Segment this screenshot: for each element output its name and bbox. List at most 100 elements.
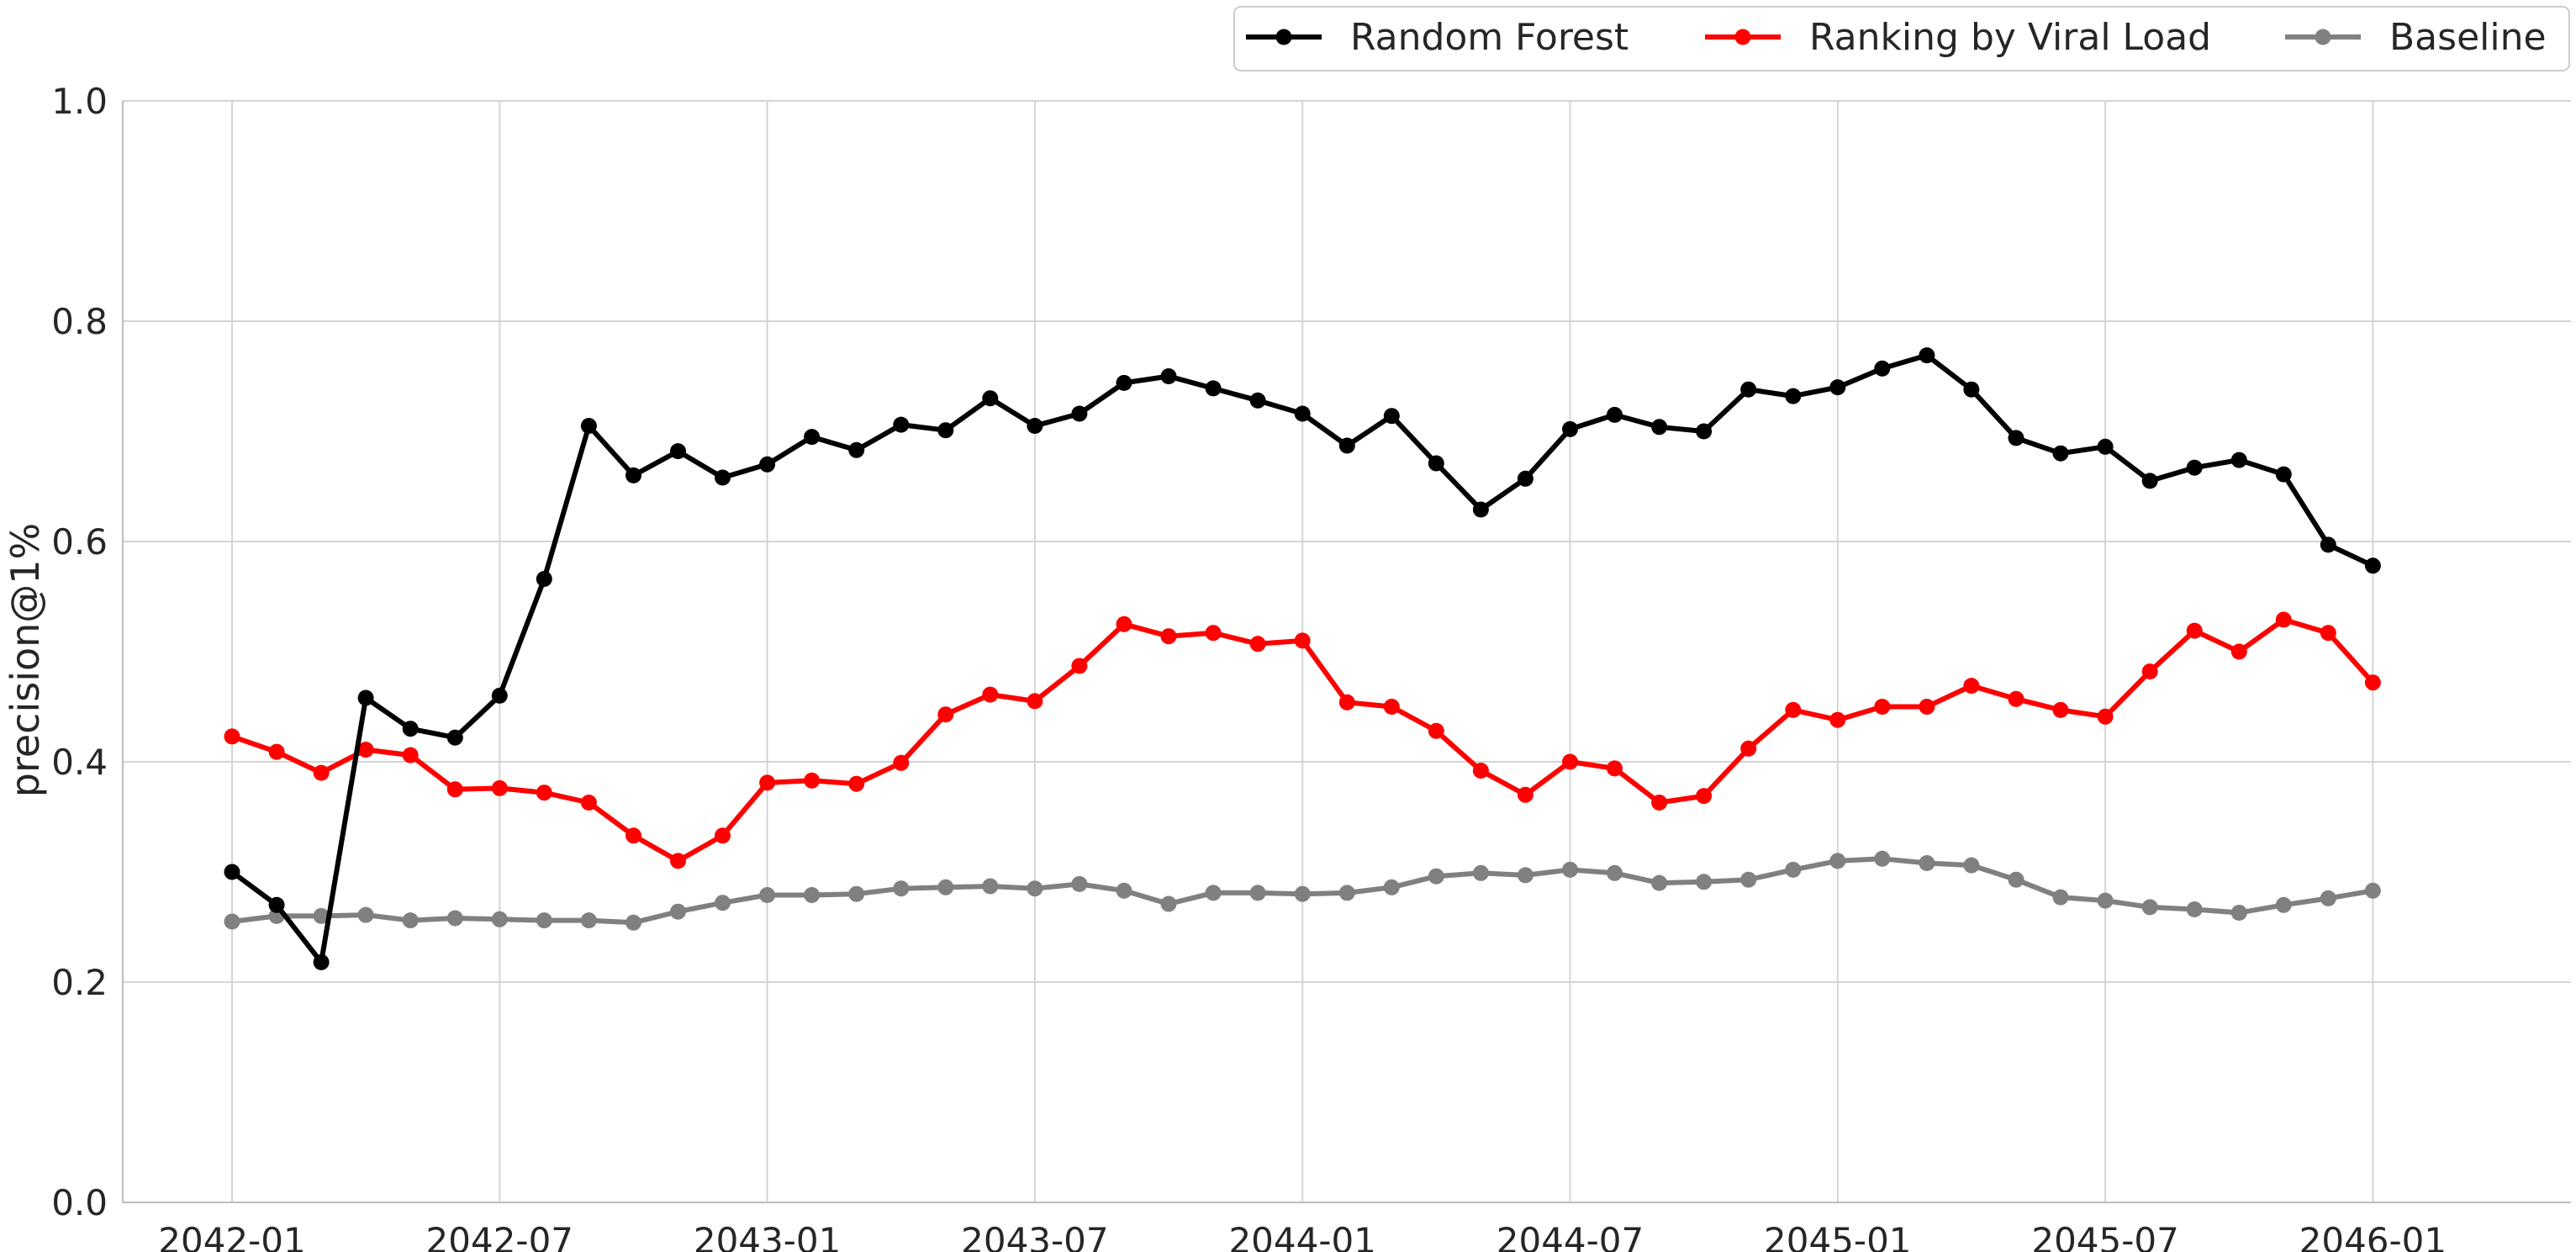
data-point-random-forest: [1160, 368, 1177, 384]
data-point-random-forest: [1071, 405, 1088, 422]
data-point-ranking-by-viral-load: [313, 764, 330, 781]
data-point-ranking-by-viral-load: [402, 747, 419, 763]
data-point-ranking-by-viral-load: [1696, 788, 1713, 805]
data-point-baseline: [2097, 892, 2114, 909]
data-point-random-forest: [1027, 418, 1043, 434]
y-tick-label: 0.6: [51, 521, 108, 563]
data-point-ranking-by-viral-load: [1472, 763, 1489, 779]
data-point-random-forest: [1562, 420, 1578, 437]
data-point-baseline: [1116, 882, 1132, 899]
data-point-baseline: [1428, 868, 1444, 885]
data-point-random-forest: [1651, 419, 1668, 436]
data-point-ranking-by-viral-load: [848, 775, 865, 792]
data-point-random-forest: [2097, 438, 2114, 455]
data-point-ranking-by-viral-load: [1383, 699, 1400, 715]
data-point-baseline: [2230, 905, 2247, 921]
data-point-ranking-by-viral-load: [1071, 658, 1088, 674]
data-point-ranking-by-viral-load: [536, 784, 552, 801]
grid-lines: [123, 100, 2571, 1202]
data-point-ranking-by-viral-load: [491, 779, 508, 796]
data-point-ranking-by-viral-load: [2186, 622, 2203, 639]
data-point-baseline: [313, 907, 330, 924]
data-point-random-forest: [2275, 466, 2292, 483]
data-point-ranking-by-viral-load: [357, 742, 374, 758]
data-point-baseline: [2275, 896, 2292, 913]
data-point-random-forest: [1205, 380, 1222, 397]
legend-marker-ranking-by-viral-load: [1734, 29, 1751, 45]
data-point-random-forest: [804, 429, 821, 446]
data-point-baseline: [446, 910, 463, 927]
data-point-ranking-by-viral-load: [1116, 615, 1132, 632]
data-point-ranking-by-viral-load: [1027, 693, 1043, 710]
data-point-random-forest: [536, 571, 552, 587]
data-point-baseline: [1785, 861, 1802, 878]
data-point-random-forest: [2141, 473, 2158, 489]
data-point-baseline: [1472, 864, 1489, 881]
data-point-ranking-by-viral-load: [1249, 636, 1266, 652]
data-point-ranking-by-viral-load: [2052, 701, 2069, 718]
data-point-random-forest: [446, 729, 463, 746]
data-point-random-forest: [1829, 379, 1846, 396]
data-point-baseline: [1874, 850, 1891, 867]
data-point-baseline: [715, 895, 731, 911]
axes: [122, 101, 2571, 1203]
data-point-baseline: [1696, 874, 1713, 890]
data-point-ranking-by-viral-load: [670, 853, 686, 869]
data-point-baseline: [2141, 899, 2158, 916]
data-point-baseline: [982, 878, 999, 895]
data-point-ranking-by-viral-load: [759, 774, 776, 791]
x-tick-label: 2044-01: [1228, 1220, 1376, 1252]
data-point-random-forest: [357, 689, 374, 706]
data-point-ranking-by-viral-load: [982, 686, 999, 703]
data-point-baseline: [626, 914, 641, 931]
data-point-baseline: [1071, 875, 1088, 892]
data-point-random-forest: [759, 456, 776, 473]
data-point-baseline: [2320, 890, 2336, 906]
data-point-ranking-by-viral-load: [893, 754, 910, 771]
data-point-random-forest: [937, 422, 954, 439]
data-point-ranking-by-viral-load: [804, 772, 821, 789]
x-tick-label: 2042-07: [426, 1220, 574, 1252]
data-point-random-forest: [268, 896, 285, 913]
data-point-ranking-by-viral-load: [1338, 694, 1355, 711]
x-tick-label: 2045-01: [1764, 1220, 1912, 1252]
data-point-random-forest: [1874, 360, 1891, 377]
data-point-random-forest: [580, 418, 597, 434]
data-point-ranking-by-viral-load: [268, 743, 285, 760]
data-point-random-forest: [982, 390, 999, 407]
data-point-random-forest: [1428, 455, 1444, 472]
data-point-ranking-by-viral-load: [446, 781, 463, 798]
data-point-ranking-by-viral-load: [1160, 628, 1177, 645]
x-tick-label: 2043-01: [694, 1220, 842, 1252]
data-point-baseline: [1963, 857, 1980, 874]
data-point-random-forest: [1785, 388, 1802, 404]
data-point-ranking-by-viral-load: [1740, 740, 1757, 757]
data-point-baseline: [1294, 885, 1311, 902]
data-point-random-forest: [1249, 392, 1266, 409]
legend-marker-random-forest: [1275, 29, 1292, 45]
series-ranking-by-viral-load: [224, 611, 2381, 869]
data-point-baseline: [2186, 901, 2203, 917]
data-point-ranking-by-viral-load: [1785, 701, 1802, 718]
tick-labels: 0.0 0.2 0.4 0.6 0.8 1.0 2042-01 2042-07 2043-01 2…: [51, 81, 2447, 1252]
data-point-ranking-by-viral-load: [1428, 722, 1444, 739]
y-tick-label: 0.4: [51, 742, 108, 783]
data-point-random-forest: [2052, 445, 2069, 462]
legend-marker-baseline: [2315, 29, 2331, 45]
data-point-ranking-by-viral-load: [1562, 753, 1578, 770]
data-point-ranking-by-viral-load: [224, 728, 240, 745]
data-point-random-forest: [1383, 408, 1400, 425]
x-tick-label: 2045-07: [2031, 1220, 2179, 1252]
data-point-baseline: [937, 879, 954, 895]
data-point-ranking-by-viral-load: [2141, 663, 2158, 680]
data-point-ranking-by-viral-load: [1517, 786, 1533, 803]
data-point-random-forest: [224, 864, 240, 880]
data-point-random-forest: [715, 469, 731, 486]
legend-label-baseline: Baseline: [2389, 16, 2547, 59]
data-point-random-forest: [2364, 557, 2381, 574]
series-layer: [224, 347, 2381, 970]
data-point-baseline: [1383, 879, 1400, 895]
legend: Random Forest Ranking by Viral Load Baseli…: [1233, 6, 2570, 71]
data-point-random-forest: [893, 416, 910, 433]
data-point-random-forest: [1294, 405, 1311, 422]
